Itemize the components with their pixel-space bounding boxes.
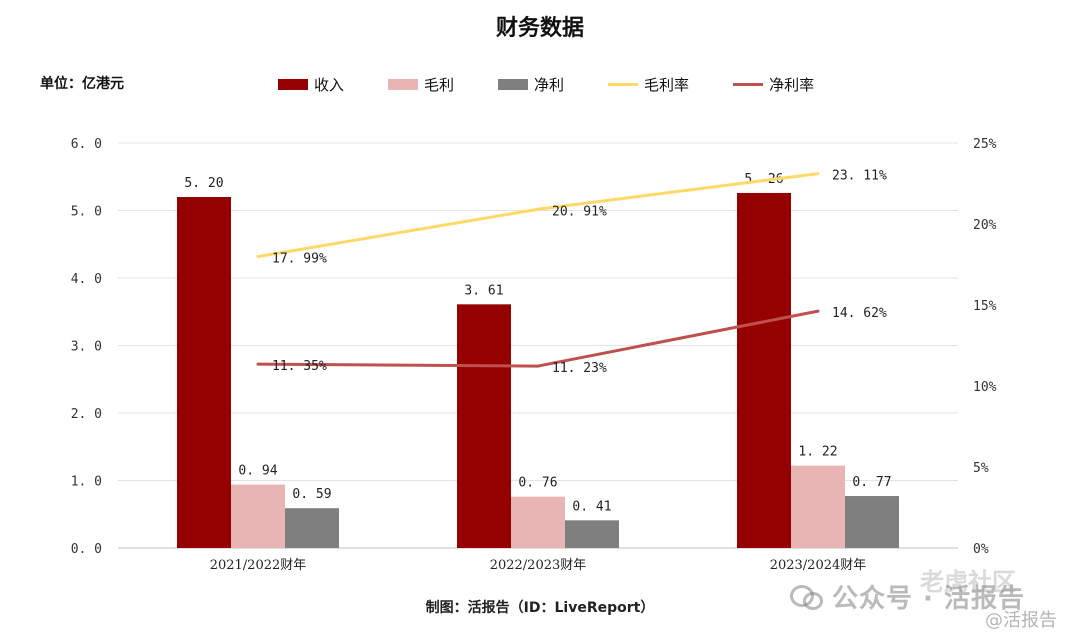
wechat-icon: [790, 583, 824, 611]
legend-label-net-profit: 净利: [534, 76, 565, 94]
line-point: [536, 207, 540, 211]
data-label: 20. 91%: [552, 204, 607, 219]
bar: [177, 197, 231, 548]
line-point: [536, 364, 540, 368]
data-label: 23. 11%: [832, 169, 887, 184]
legend-swatch-gross-profit: [388, 79, 419, 90]
legend-label-net-margin: 净利率: [769, 76, 815, 94]
data-label: 0. 76: [518, 476, 557, 491]
bar: [565, 520, 619, 548]
legend-item-gross-margin: 毛利率: [608, 74, 689, 95]
unit-label: 单位：亿港元: [40, 76, 124, 92]
line-point: [256, 255, 260, 259]
legend-swatch-revenue: [278, 79, 308, 90]
x-tick-label: 2022/2023财年: [490, 558, 587, 573]
bar: [737, 192, 791, 548]
data-label: 1. 22: [798, 445, 837, 460]
y2-tick-label: 15%: [973, 299, 997, 314]
bar: [791, 465, 845, 548]
bar: [285, 508, 339, 548]
y-tick-label: 6. 0: [71, 137, 102, 152]
y-tick-label: 2. 0: [71, 407, 102, 422]
legend-label-revenue: 收入: [314, 76, 345, 94]
legend-item-net-margin: 净利率: [733, 74, 814, 95]
y2-tick-label: 5%: [973, 461, 989, 476]
legend-item-gross-profit: 毛利: [388, 74, 454, 95]
data-label: 0. 41: [572, 499, 611, 514]
data-label: 0. 77: [852, 475, 891, 490]
bar: [511, 496, 565, 548]
watermark-main: 公众号 · 活报告: [832, 584, 1025, 614]
watermark: 公众号 · 活报告: [790, 578, 1025, 615]
data-label: 11. 35%: [272, 359, 327, 374]
y-tick-label: 1. 0: [71, 475, 102, 490]
bar: [845, 496, 899, 548]
bar: [457, 304, 511, 548]
line-point: [816, 172, 820, 176]
data-label: 14. 62%: [832, 306, 887, 321]
data-label: 0. 59: [292, 487, 331, 502]
legend-swatch-net-profit: [498, 79, 529, 90]
legend-label-gross-profit: 毛利: [424, 76, 455, 94]
legend-label-gross-margin: 毛利率: [644, 76, 690, 94]
x-tick-label: 2023/2024财年: [770, 558, 867, 573]
y-tick-label: 5. 0: [71, 205, 102, 220]
line-point: [816, 309, 820, 313]
data-label: 17. 99%: [272, 252, 327, 267]
legend-swatch-net-margin: [733, 83, 764, 86]
y2-tick-label: 10%: [973, 380, 997, 395]
y-tick-label: 0. 0: [71, 542, 102, 557]
legend-item-revenue: 收入: [278, 74, 344, 95]
series-line: [257, 309, 819, 368]
legend-item-net-profit: 净利: [498, 74, 564, 95]
legend: 收入 毛利 净利 毛利率 净利率: [278, 74, 814, 95]
watermark-sub: @活报告: [985, 610, 1057, 631]
y2-tick-label: 20%: [973, 218, 997, 233]
y-tick-label: 3. 0: [71, 340, 102, 355]
data-label: 11. 23%: [552, 361, 607, 376]
y2-tick-label: 0%: [973, 542, 989, 557]
x-tick-label: 2021/2022财年: [210, 558, 307, 573]
chart-title: 财务数据: [495, 16, 584, 41]
data-label: 0. 94: [238, 464, 277, 479]
bar: [231, 484, 285, 548]
legend-swatch-gross-margin: [608, 83, 639, 86]
footer-credit: 制图：活报告（ID：LiveReport）: [425, 600, 655, 616]
series-line: [257, 172, 819, 259]
watermark-secondary: 老虎社区: [920, 568, 1016, 596]
y2-tick-label: 25%: [973, 137, 997, 152]
line-point: [256, 362, 260, 366]
data-label: 3. 61: [464, 283, 503, 298]
y-tick-label: 4. 0: [71, 272, 102, 287]
data-label: 5. 20: [184, 176, 223, 191]
